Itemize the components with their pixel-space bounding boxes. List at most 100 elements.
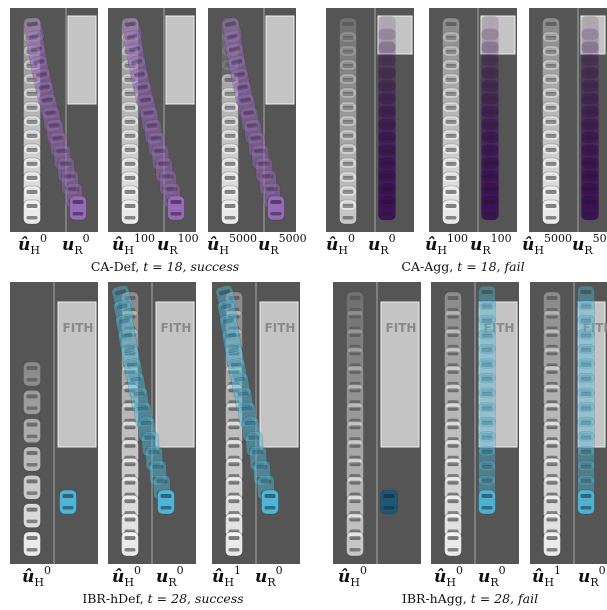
human-car [339,45,357,71]
human-car [225,328,243,354]
robot-car [577,358,595,384]
robot-car [478,314,496,340]
road-panel [208,8,296,232]
robot-car [117,328,139,355]
robot-car [127,55,149,81]
truck [580,15,606,55]
truck [478,301,518,448]
caption-ca-def: CA-Def, t = 18, success [91,259,239,274]
human-car [225,476,243,501]
road-panel [529,8,607,232]
robot-car [478,300,496,325]
label-ur-0: uR0 [62,232,90,257]
human-car [346,365,364,391]
human-car [442,199,460,225]
label-uh-100: ûH100 [425,232,468,257]
robot-car [243,119,263,145]
caption-ca-agg: CA-Agg, t = 18, fail [401,259,524,274]
robot-car [123,358,144,384]
human-car [543,310,561,335]
robot-car [478,343,496,369]
truck [155,301,195,448]
robot-car [126,372,147,399]
road-panel: FITH [530,282,607,564]
human-car [225,420,243,446]
robot-car [478,358,496,384]
human-car [121,531,139,557]
robot-car [577,300,595,325]
human-car [221,45,239,71]
robot-car [227,55,249,81]
robot-car [227,358,248,384]
robot-car [261,489,279,515]
label-ur-100: uR100 [157,232,199,257]
robot-car [221,17,243,43]
robot-car [247,131,267,158]
human-car [444,291,462,317]
robot-car [478,387,496,413]
truck [265,15,295,105]
human-car [442,31,460,57]
road-panel: FITH [333,282,421,564]
human-car [339,199,357,225]
label-uh-100: ûH100 [112,232,155,257]
robot-car [237,401,257,428]
robot-car [32,68,53,94]
robot-car [23,17,45,43]
robot-car [378,28,396,54]
road-panel [10,8,98,232]
robot-car [478,460,496,486]
human-car [444,420,462,446]
robot-car [478,329,496,355]
road-panel [108,8,196,232]
label-ur-5000: uR5000 [572,232,607,257]
human-car [444,347,462,372]
label-uh-1: ûH1 [212,564,241,589]
label-uh-0: ûH0 [434,564,463,589]
human-car [346,310,364,335]
human-car [121,328,139,354]
truck-label: FITH [484,321,515,335]
label-ur-0: uR0 [578,564,606,589]
road-panel: FITH [431,282,519,564]
truck [259,301,299,448]
robot-car [42,106,62,132]
robot-car [481,15,499,41]
robot-car [478,445,496,471]
human-car [542,17,560,43]
robot-car [478,285,496,311]
robot-car [123,29,144,56]
human-car [442,45,460,71]
label-uh-0: ûH0 [112,564,141,589]
label-uh-5000: ûH5000 [207,232,257,257]
robot-car [130,387,150,413]
robot-car [380,489,398,515]
road-panel [326,8,414,232]
robot-car [481,28,499,54]
robot-car [29,55,51,81]
human-car [23,31,41,57]
robot-car [577,489,595,515]
human-car [23,199,41,225]
label-layer: ûH0 uR0 ûH100 uR100 ûH5000 uR5000 ûH0 uR0 ûH100 u… [18,232,607,589]
robot-car [133,401,153,428]
label-uh-5000: ûH5000 [522,232,572,257]
label-uh-0: ûH0 [18,232,47,257]
human-car [121,199,139,225]
robot-car [69,195,87,221]
robot-car [478,489,496,515]
human-car [346,439,364,464]
caption-ibr-hagg: IBR-hAgg, t = 28, fail [402,591,538,606]
robot-car [45,119,65,145]
human-car [339,101,357,127]
human-car [23,361,41,387]
human-car [444,328,462,354]
robot-car [577,445,595,471]
human-car [339,87,357,113]
label-ur-0: uR0 [255,564,283,589]
robot-car [217,299,238,326]
robot-car [111,285,133,311]
robot-car [121,17,143,43]
robot-car [577,416,595,442]
label-ur-0: uR0 [368,232,396,257]
